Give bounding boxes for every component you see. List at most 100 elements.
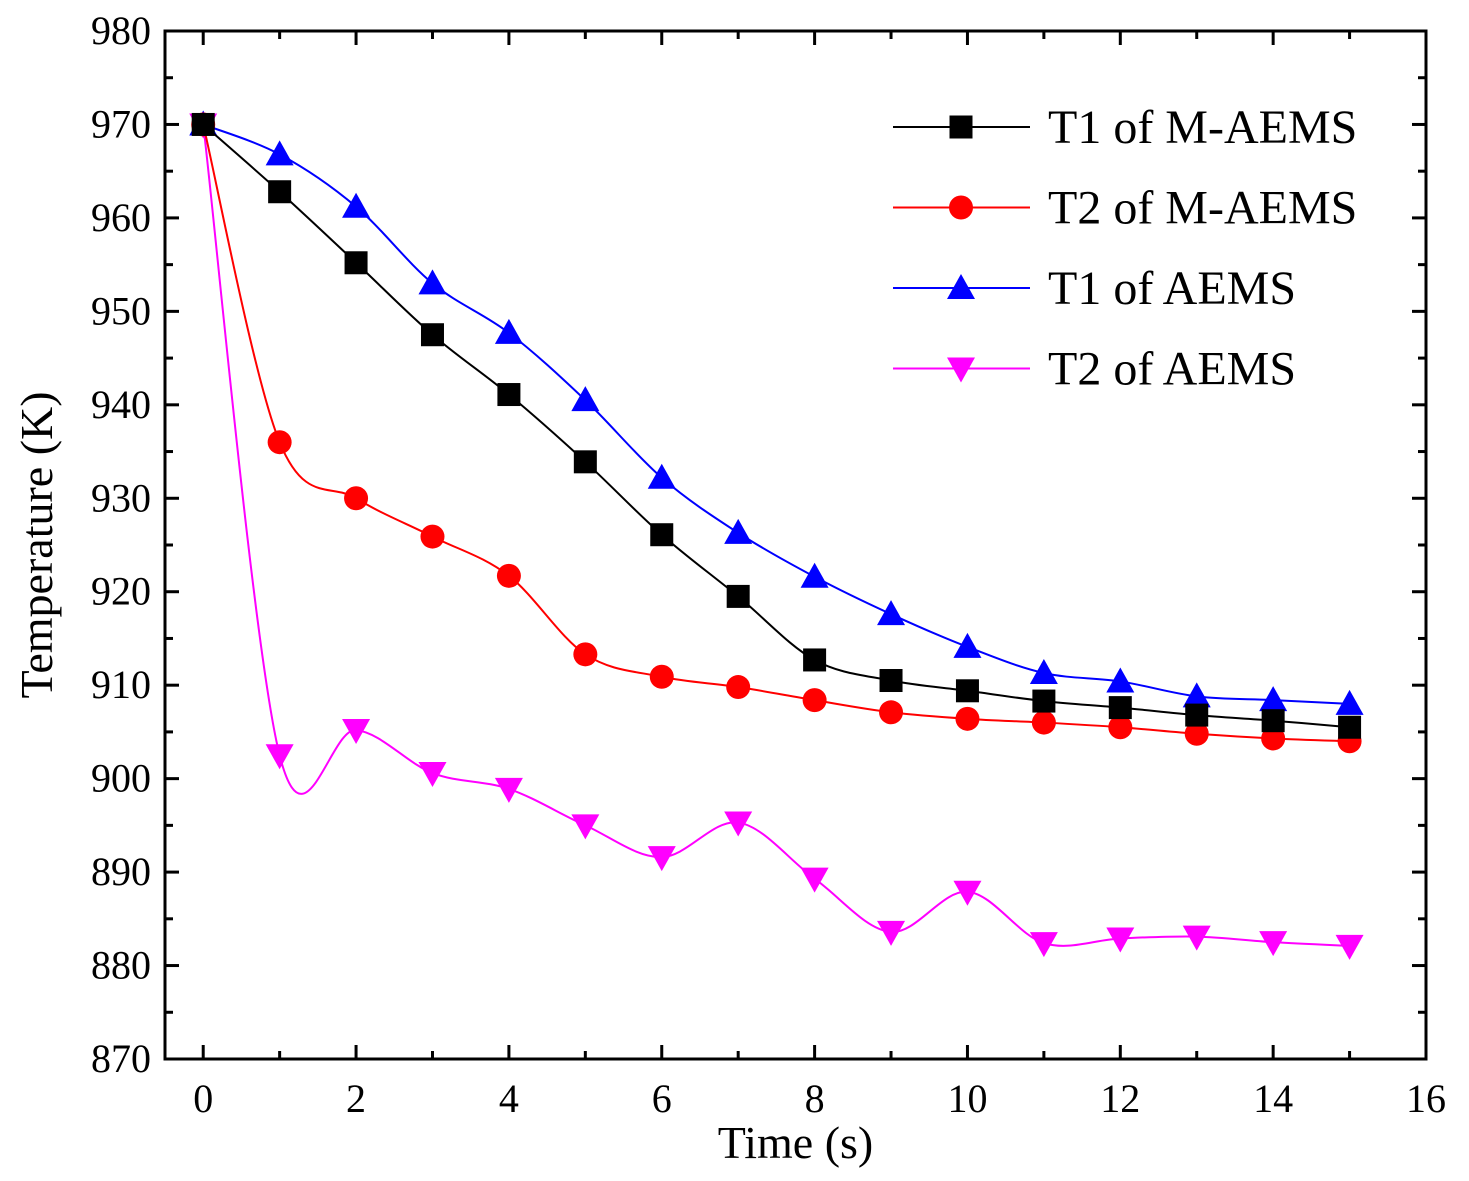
data-point [1032,689,1056,713]
series-t2-of-aems [189,113,1364,960]
y-tick-label: 920 [91,569,151,614]
legend-item: T1 of M-AEMS [893,101,1357,154]
data-point [573,450,597,474]
data-point [1184,721,1209,746]
data-point [1108,696,1132,720]
data-point [803,648,827,672]
y-tick-label: 950 [91,288,151,333]
data-point [342,192,371,218]
data-point [418,269,447,295]
data-point [724,518,753,544]
data-point [1106,667,1135,693]
data-point [420,323,444,347]
legend-label: T2 of M-AEMS [1048,182,1357,235]
x-tick-label: 6 [652,1076,672,1121]
data-point [267,430,292,455]
data-point [494,318,523,344]
y-tick-label: 900 [91,756,151,801]
data-point [649,664,674,689]
data-point [650,523,674,547]
y-tick-label: 940 [91,382,151,427]
legend: T1 of M-AEMS T2 of M-AEMS T1 of AEMS T2 of … [893,101,1357,396]
data-point [1335,689,1364,715]
series-t1-of-m-aems [191,112,1362,739]
x-tick-label: 8 [805,1076,825,1121]
data-point [724,811,753,837]
data-point [1335,934,1364,960]
x-tick-label: 4 [499,1076,519,1121]
y-tick-label: 880 [91,943,151,988]
data-point [1185,703,1209,727]
data-point [955,679,979,703]
data-point [344,251,368,275]
x-tick-label: 0 [193,1076,213,1121]
legend-label: T1 of M-AEMS [1048,101,1357,154]
data-point [800,562,829,588]
data-point [800,867,829,893]
y-tick-label: 970 [91,101,151,146]
legend-item: T1 of AEMS [893,262,1296,315]
series-t1-of-aems [189,110,1364,715]
data-point [268,180,292,204]
series-line [202,124,1350,743]
data-point [953,632,982,658]
data-point [1261,726,1286,751]
data-point [496,563,521,588]
data-point [1106,927,1135,953]
y-tick-label: 980 [91,8,151,53]
y-axis: 870 880 890 900 910 920 930 940 950 960 970 980 [91,8,1426,1081]
data-point [877,920,906,946]
data-point [1108,715,1133,740]
legend-item: T2 of M-AEMS [893,182,1357,235]
data-point [647,846,676,872]
data-point [1182,682,1211,708]
data-point [571,814,600,840]
x-tick-label: 12 [1100,1076,1140,1121]
legend-marker [949,195,973,220]
data-point [1029,659,1058,685]
y-axis-title: Temperature (K) [11,391,62,698]
data-point [879,700,904,725]
data-point [191,112,215,136]
data-point [494,777,523,803]
data-point [647,463,676,489]
data-point [955,706,980,731]
legend-marker [947,274,975,299]
y-tick-label: 910 [91,662,151,707]
legend-marker [949,115,973,139]
legend-label: T1 of AEMS [1048,262,1296,315]
data-point [1029,932,1058,958]
y-tick-label: 870 [91,1036,151,1081]
y-tick-label: 930 [91,475,151,520]
y-tick-label: 890 [91,849,151,894]
data-point [1261,709,1285,733]
x-tick-label: 2 [346,1076,366,1121]
data-point [420,524,445,549]
series-line [202,124,1350,947]
data-point [344,486,369,511]
data-point [953,880,982,906]
data-point [1259,931,1288,957]
data-point [802,688,827,713]
data-point [265,744,294,770]
data-point [1338,715,1362,739]
data-point [342,719,371,745]
data-point [573,642,598,667]
data-point [1259,686,1288,712]
data-point [571,386,600,412]
data-point [879,669,903,693]
x-tick-label: 16 [1406,1076,1446,1121]
y-tick-label: 960 [91,195,151,240]
x-tick-label: 10 [947,1076,987,1121]
data-point [726,675,751,700]
legend-item: T2 of AEMS [893,343,1296,396]
data-point [1182,925,1211,951]
x-tick-label: 14 [1253,1076,1293,1121]
legend-marker [947,357,975,383]
x-axis-title: Time (s) [718,1117,874,1168]
data-point [497,383,521,407]
plot-series [189,110,1364,960]
x-axis: 0 2 4 6 8 10 12 14 16 [193,31,1446,1121]
data-point [265,140,294,166]
